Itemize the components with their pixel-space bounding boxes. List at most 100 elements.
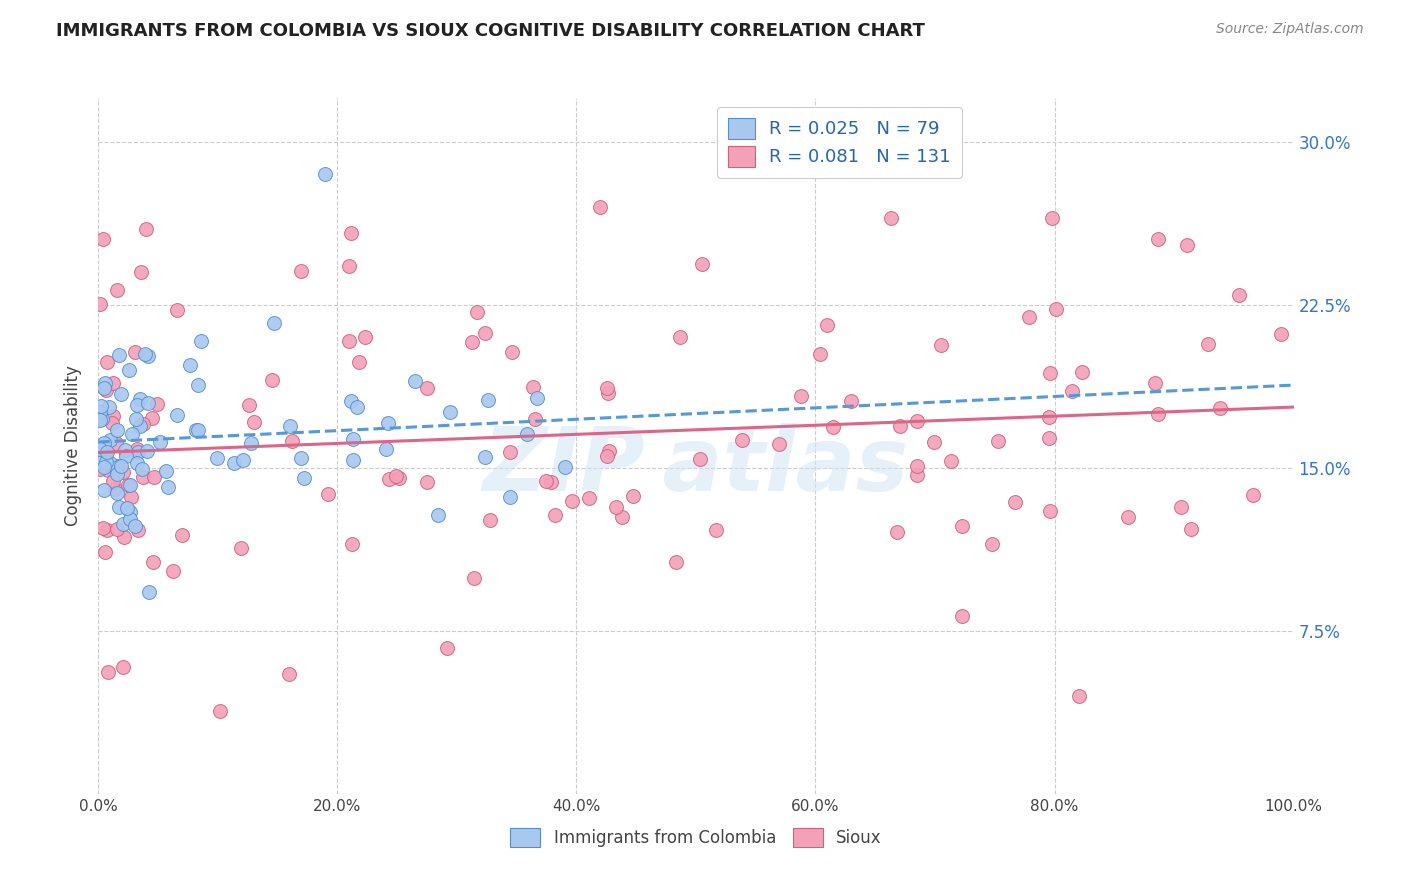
Point — [340, 537, 363, 551]
Point — [162, 564, 184, 578]
Point — [117, 478, 139, 492]
Point — [110, 458, 132, 473]
Point — [689, 451, 711, 466]
Point — [578, 491, 600, 506]
Point — [93, 436, 115, 450]
Point — [1067, 689, 1090, 703]
Point — [1018, 310, 1040, 324]
Point — [143, 470, 166, 484]
Point — [105, 522, 128, 536]
Point — [342, 453, 364, 467]
Point — [93, 483, 115, 498]
Point — [1004, 495, 1026, 509]
Point — [207, 451, 229, 466]
Point — [132, 470, 155, 484]
Point — [1227, 287, 1250, 301]
Point — [90, 412, 112, 426]
Point — [280, 434, 302, 448]
Point — [1170, 500, 1192, 514]
Point — [880, 211, 903, 225]
Point — [98, 401, 121, 415]
Point — [690, 257, 713, 271]
Point — [889, 418, 911, 433]
Point — [112, 517, 135, 532]
Point — [377, 417, 399, 431]
Point — [121, 426, 143, 441]
Point — [589, 200, 612, 214]
Point — [290, 450, 312, 465]
Point — [96, 523, 118, 537]
Point — [120, 490, 142, 504]
Point — [263, 316, 285, 330]
Point — [905, 467, 928, 482]
Point — [808, 346, 831, 360]
Point — [142, 555, 165, 569]
Point — [461, 334, 484, 349]
Point — [112, 530, 135, 544]
Point — [127, 523, 149, 537]
Point — [1209, 401, 1232, 415]
Point — [96, 355, 118, 369]
Point — [231, 541, 253, 555]
Point — [543, 508, 565, 522]
Point — [128, 392, 150, 406]
Point — [136, 395, 159, 409]
Point — [536, 475, 558, 489]
Point — [105, 283, 128, 297]
Point — [621, 489, 644, 503]
Point — [416, 381, 439, 395]
Point — [931, 338, 953, 352]
Point — [1040, 211, 1063, 225]
Point — [465, 305, 488, 319]
Point — [96, 462, 118, 476]
Point — [474, 326, 496, 340]
Point — [120, 478, 142, 492]
Point — [124, 518, 146, 533]
Point — [950, 608, 973, 623]
Y-axis label: Cognitive Disability: Cognitive Disability — [65, 366, 83, 526]
Point — [610, 509, 633, 524]
Point — [157, 480, 180, 494]
Point — [111, 660, 134, 674]
Point — [278, 667, 301, 681]
Point — [290, 263, 312, 277]
Point — [187, 378, 209, 392]
Point — [125, 412, 148, 426]
Point — [479, 513, 502, 527]
Point — [941, 454, 963, 468]
Point — [238, 398, 260, 412]
Point — [135, 221, 157, 235]
Point — [232, 453, 254, 467]
Point — [179, 358, 201, 372]
Point — [120, 505, 142, 519]
Point — [404, 374, 426, 388]
Point — [146, 397, 169, 411]
Point — [668, 329, 690, 343]
Point — [516, 426, 538, 441]
Point — [790, 389, 813, 403]
Point — [354, 329, 377, 343]
Point — [170, 528, 193, 542]
Point — [316, 487, 339, 501]
Point — [190, 334, 212, 348]
Point — [94, 446, 117, 460]
Point — [93, 460, 115, 475]
Point — [138, 585, 160, 599]
Point — [388, 471, 411, 485]
Point — [166, 302, 188, 317]
Point — [89, 411, 111, 425]
Point — [463, 571, 485, 585]
Point — [1071, 365, 1094, 379]
Point — [598, 444, 620, 458]
Point — [477, 392, 499, 407]
Point — [523, 411, 546, 425]
Point — [110, 387, 132, 401]
Point — [101, 417, 124, 431]
Point — [104, 483, 127, 497]
Point — [768, 437, 790, 451]
Point — [821, 419, 844, 434]
Point — [94, 376, 117, 391]
Point — [260, 373, 283, 387]
Point — [1197, 337, 1219, 351]
Point — [127, 456, 149, 470]
